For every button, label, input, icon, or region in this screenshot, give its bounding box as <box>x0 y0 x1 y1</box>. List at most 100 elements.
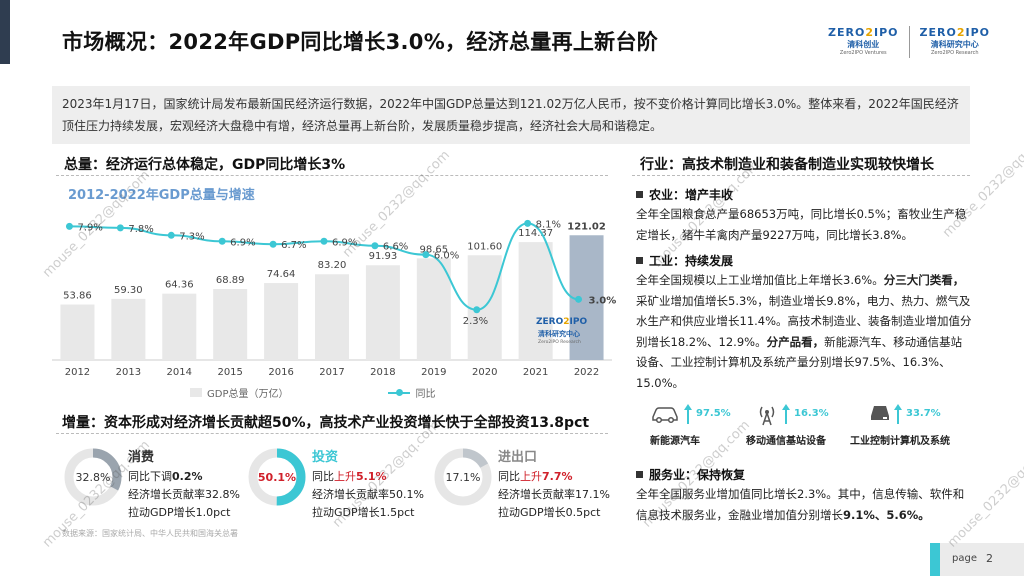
divider <box>632 175 970 176</box>
gdp-bar <box>416 258 451 360</box>
yoy-point <box>218 237 226 245</box>
yoy-point <box>269 240 277 248</box>
bar-value-label: 91.93 <box>369 251 398 262</box>
legend-swatch <box>190 388 202 397</box>
page-title: 市场概况：2022年GDP同比增长3.0%，经济总量再上新台阶 <box>62 30 659 54</box>
bar-value-label: 114.37 <box>518 228 553 239</box>
stat-block: 32.8% 消费同比下调0.2% 经济增长贡献率32.8% 拉动GDP增长1.0pct <box>62 446 252 522</box>
stat-contribution: 经济增长贡献率17.1% <box>498 488 610 501</box>
page-footer-accent <box>930 543 940 576</box>
bar-value-label: 83.20 <box>318 260 347 271</box>
stat-block: 50.1% 投资同比上升5.1% 经济增长贡献率50.1% 拉动GDP增长1.5pct <box>246 446 436 522</box>
bar-value-label: 59.30 <box>114 285 143 296</box>
bar-value-label: 98.65 <box>419 244 448 255</box>
x-tick-label: 2016 <box>268 367 293 378</box>
stat-contribution: 经济增长贡献率32.8% <box>128 488 240 501</box>
page-footer <box>930 543 1024 576</box>
yoy-value-label: 6.9% <box>230 237 255 248</box>
stat-pull: 拉动GDP增长0.5pct <box>498 506 601 519</box>
yoy-line <box>69 222 579 311</box>
yoy-point <box>320 237 328 245</box>
yoy-point <box>167 231 175 239</box>
increment-section-title: 增量：资本形成对经济增长贡献超50%，高技术产业投资增长快于全部投资13.8pc… <box>62 415 590 431</box>
gdp-bar <box>60 304 95 360</box>
logo-group: ZERO2IPO 清科创业 Zero2IPO Ventures ZERO2IPO… <box>828 26 990 58</box>
industrial-computer-growth: 33.7% <box>870 404 941 424</box>
product-growth-icons: 97.5% 新能源汽车 16.3% 移动通信基站设备 33.7% 工业控制计算机… <box>650 404 980 448</box>
bullet-square-icon <box>636 257 643 264</box>
x-tick-label: 2014 <box>167 367 192 378</box>
yoy-value-label: 2.3% <box>463 316 488 327</box>
stat-name: 进出口 <box>498 450 538 465</box>
gdp-bar <box>315 274 349 360</box>
watermark: mouse_0232@qq.com <box>940 127 1024 241</box>
agriculture-heading: 农业：增产丰收 <box>636 186 733 203</box>
legend-item-yoy: 同比 <box>388 385 435 400</box>
yoy-point <box>65 222 73 230</box>
x-tick-label: 2012 <box>65 367 90 378</box>
bar-value-label: 53.86 <box>63 290 92 301</box>
yoy-point <box>371 242 379 250</box>
divider <box>56 175 608 176</box>
donut-arc <box>434 448 492 506</box>
logo-divider <box>908 26 910 58</box>
yoy-point <box>116 224 124 232</box>
stat-name: 投资 <box>312 450 339 465</box>
base-station-label: 移动通信基站设备 <box>746 436 826 447</box>
x-tick-label: 2018 <box>370 367 395 378</box>
gdp-bar <box>213 288 248 360</box>
ev-growth: 97.5% <box>650 404 731 424</box>
stat-change: 同比上升7.7% <box>498 470 573 483</box>
gdp-bar <box>162 293 197 360</box>
bullet-square-icon <box>636 191 643 198</box>
yoy-value-label: 6.0% <box>434 251 459 262</box>
donut-value: 32.8% <box>76 471 111 484</box>
stat-name: 消费 <box>128 450 155 465</box>
bar-value-label: 74.64 <box>267 269 296 280</box>
yoy-value-label: 7.9% <box>77 222 102 233</box>
yoy-value-label: 6.6% <box>383 242 408 253</box>
title-accent-bar <box>0 0 10 64</box>
x-tick-label: 2022 <box>574 367 599 378</box>
up-arrow-icon <box>894 404 902 424</box>
yoy-value-label: 7.3% <box>179 231 204 242</box>
page-number: 2 <box>986 552 993 565</box>
stat-change: 同比上升5.1% <box>312 470 387 483</box>
industry-section-title: 行业：高技术制造业和装备制造业实现较快增长 <box>640 157 934 173</box>
legend-item-gdp: GDP总量（万亿） <box>190 385 288 400</box>
stat-pull: 拉动GDP增长1.5pct <box>312 506 415 519</box>
x-tick-label: 2019 <box>421 367 446 378</box>
x-tick-label: 2015 <box>217 367 242 378</box>
bar-value-label: 68.89 <box>216 275 245 286</box>
x-tick-label: 2013 <box>116 367 141 378</box>
zero2ipo-research-logo: ZERO2IPO 清科研究中心 Zero2IPO Research <box>919 26 990 56</box>
summary-box: 2023年1月17日，国家统计局发布最新国民经济运行数据，2022年中国GDP总… <box>52 86 970 144</box>
donut-value: 17.1% <box>446 471 481 484</box>
yoy-value-label: 6.7% <box>281 240 306 251</box>
stat-contribution: 经济增长贡献率50.1% <box>312 488 424 501</box>
donut-arc <box>64 448 122 506</box>
industry-heading: 工业：持续发展 <box>636 252 733 269</box>
gdp-bar <box>264 283 299 360</box>
stat-pull: 拉动GDP增长1.0pct <box>128 506 231 519</box>
industry-text: 全年全国规模以上工业增加值比上年增长3.6%。分三大门类看，采矿业增加值增长5.… <box>636 273 972 390</box>
yoy-point <box>473 306 481 314</box>
gdp-chart: 53.86 2012 59.30 2013 64.36 2014 68.89 2015 74.6… <box>52 219 616 378</box>
yoy-point <box>575 295 583 303</box>
x-tick-label: 2021 <box>523 367 548 378</box>
donut-chart: 50.1% <box>248 448 306 506</box>
yoy-value-label: 7.8% <box>128 224 153 235</box>
donut-chart: 32.8% <box>64 448 122 506</box>
stat-change: 同比下调0.2% <box>128 470 203 483</box>
gdp-bar <box>365 265 400 360</box>
services-heading: 服务业：保持恢复 <box>636 466 745 483</box>
gdp-bar <box>111 298 146 360</box>
data-source: 数据来源：国家统计局、中华人民共和国海关总署 <box>62 529 238 538</box>
bar-value-label: 121.02 <box>567 221 606 232</box>
gdp-bar <box>518 242 553 360</box>
total-section-title: 总量：经济运行总体稳定，GDP同比增长3% <box>64 157 346 173</box>
gdp-bar <box>569 235 604 360</box>
yoy-value-label: 6.9% <box>332 237 357 248</box>
donut-value: 50.1% <box>258 471 296 484</box>
